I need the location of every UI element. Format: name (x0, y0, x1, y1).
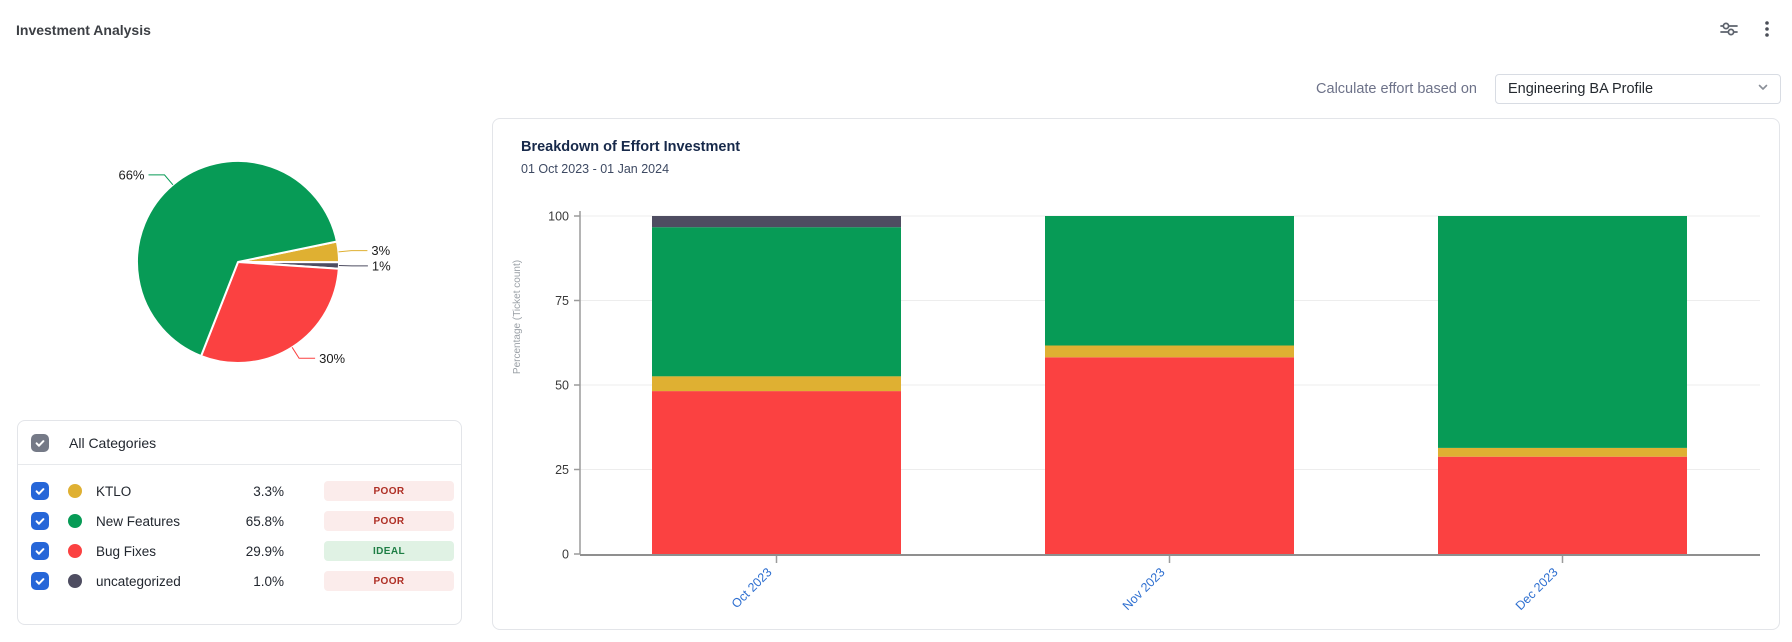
bar-segment-ktlo[interactable] (652, 376, 901, 392)
category-percent: 1.0% (253, 573, 284, 589)
chart-date-range: 01 Oct 2023 - 01 Jan 2024 (521, 162, 670, 176)
category-color-dot (68, 514, 82, 528)
category-list: KTLO 3.3% POOR New Features 65.8% POOR B… (18, 476, 461, 596)
pie-slice-label: 30% (319, 351, 345, 366)
category-row-uncategorized: uncategorized 1.0% POOR (18, 566, 461, 596)
x-axis-label-nov-2023[interactable]: Nov 2023 (1120, 565, 1168, 613)
x-axis-label-dec-2023[interactable]: Dec 2023 (1513, 565, 1561, 613)
kebab-menu-icon (1757, 19, 1777, 44)
bar-segment-ktlo[interactable] (1438, 447, 1687, 457)
check-icon (35, 439, 45, 447)
category-checkbox[interactable] (31, 482, 49, 500)
more-options-button[interactable] (1754, 18, 1780, 44)
category-name: Bug Fixes (96, 543, 157, 559)
bar-segment-new-features[interactable] (1438, 216, 1687, 448)
bar-segment-ktlo[interactable] (1045, 345, 1294, 358)
profile-select[interactable]: Engineering BA Profile (1495, 74, 1781, 104)
pie-label-line (338, 250, 368, 253)
bar-segment-uncategorized[interactable] (652, 216, 901, 228)
page-toolbar (1716, 18, 1780, 44)
investment-pie-chart: 3% 1% 30% 66% (58, 128, 438, 408)
category-checkbox[interactable] (31, 512, 49, 530)
profile-select-value: Engineering BA Profile (1508, 81, 1654, 97)
sliders-icon (1718, 18, 1740, 45)
y-axis-tick-label: 25 (555, 463, 569, 477)
bar-segment-bug-fixes[interactable] (652, 391, 901, 554)
y-axis-tick-label: 100 (548, 210, 569, 224)
category-status-badge: POOR (324, 571, 454, 591)
pie-chart[interactable]: 3%1% 30% 66% (58, 128, 438, 408)
effort-basis-control: Calculate effort based on Engineering BA… (1316, 74, 1781, 104)
divider (18, 464, 461, 465)
category-status-badge: IDEAL (324, 541, 454, 561)
category-color-dot (68, 484, 82, 498)
category-percent: 65.8% (245, 513, 284, 529)
bar-segment-bug-fixes[interactable] (1438, 456, 1687, 554)
category-row-ktlo: KTLO 3.3% POOR (18, 476, 461, 506)
category-name: uncategorized (96, 573, 181, 589)
bar-segment-new-features[interactable] (652, 227, 901, 377)
category-checkbox[interactable] (31, 542, 49, 560)
select-all-label: All Categories (69, 434, 157, 451)
filter-settings-button[interactable] (1716, 18, 1742, 44)
chart-title: Breakdown of Effort Investment (521, 139, 741, 155)
category-name: KTLO (96, 483, 132, 499)
category-row-new-features: New Features 65.8% POOR (18, 506, 461, 536)
pie-slice-label: 3% (371, 243, 390, 258)
check-icon (35, 488, 45, 495)
page-title: Investment Analysis (16, 22, 151, 38)
bar-chart[interactable]: 0 25 50 75 100 Percentage (Ticket count) Oct 2… (493, 119, 1781, 631)
category-status-badge: POOR (324, 511, 454, 531)
categories-header-row: All Categories (18, 421, 461, 464)
category-status-badge: POOR (324, 481, 454, 501)
pie-slice-label: 66% (118, 167, 144, 182)
stacked-bar-chart: 0 25 50 75 100 Percentage (Ticket count) Oct 2… (493, 119, 1781, 631)
category-row-bug-fixes: Bug Fixes 29.9% IDEAL (18, 536, 461, 566)
pie-label-line (291, 347, 316, 359)
check-icon (35, 578, 45, 585)
pie-slice-label: 1% (372, 258, 391, 273)
category-color-dot (68, 574, 82, 588)
pie-label-line (148, 174, 174, 186)
check-icon (35, 548, 45, 555)
bar-segment-bug-fixes[interactable] (1045, 357, 1294, 554)
y-axis-title: Percentage (Ticket count) (512, 260, 523, 374)
bar-segment-new-features[interactable] (1045, 216, 1294, 346)
category-percent: 3.3% (253, 483, 284, 499)
pie-slice-bug-fixes[interactable] (200, 261, 340, 364)
check-icon (35, 518, 45, 525)
category-percent: 29.9% (245, 543, 284, 559)
y-axis-tick-label: 75 (555, 294, 569, 308)
select-all-checkbox[interactable] (31, 433, 49, 452)
calculate-effort-label: Calculate effort based on (1316, 81, 1477, 97)
category-color-dot (68, 544, 82, 558)
effort-breakdown-panel: Breakdown of Effort Investment 01 Oct 20… (492, 118, 1780, 630)
x-axis-label-oct-2023[interactable]: Oct 2023 (729, 565, 775, 611)
y-axis-tick-label: 0 (562, 548, 569, 562)
y-axis-tick-label: 50 (555, 379, 569, 393)
chevron-down-icon (1756, 80, 1770, 99)
categories-panel: All Categories KTLO 3.3% POOR New Featur… (17, 420, 462, 625)
category-name: New Features (96, 513, 181, 529)
category-checkbox[interactable] (31, 572, 49, 590)
